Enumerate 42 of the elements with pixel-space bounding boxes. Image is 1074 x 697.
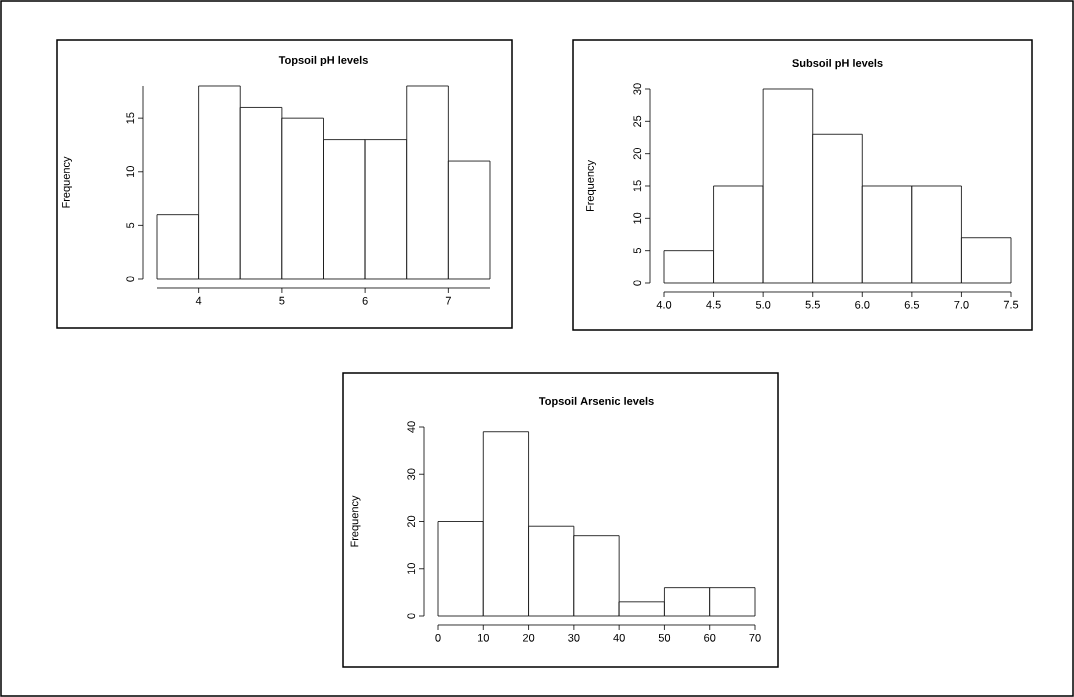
y-tick-label: 20	[633, 147, 642, 160]
y-tick-label: 10	[126, 166, 135, 178]
y-axis-title: Frequency	[586, 160, 597, 212]
x-tick-label: 6.5	[904, 300, 920, 309]
y-tick-label: 10	[633, 212, 642, 224]
y-tick-label: 40	[407, 421, 416, 433]
y-tick-label: 15	[126, 112, 135, 124]
x-tick-label: 30	[568, 633, 580, 642]
y-tick-label: 5	[126, 222, 135, 229]
x-tick-label: 4.0	[656, 300, 672, 309]
x-tick-label: 4	[195, 296, 202, 305]
x-tick-label: 6.0	[855, 300, 870, 309]
y-tick-label: 30	[633, 83, 642, 95]
y-tick-label: 30	[407, 468, 416, 480]
chart-title: Topsoil pH levels	[278, 55, 368, 67]
x-tick-label: 20	[523, 633, 535, 642]
chart-title: Subsoil pH levels	[792, 58, 883, 70]
x-tick-label: 70	[749, 633, 761, 642]
x-tick-label: 7.5	[1003, 300, 1019, 309]
x-tick-label: 7	[445, 296, 451, 305]
x-tick-label: 50	[658, 633, 671, 642]
x-tick-label: 0	[435, 633, 441, 642]
chart-title: Topsoil Arsenic levels	[538, 396, 654, 408]
y-tick-label: 0	[633, 280, 642, 286]
y-tick-label: 20	[407, 515, 416, 528]
x-tick-label: 5.5	[805, 300, 820, 309]
x-tick-label: 60	[704, 633, 716, 642]
x-tick-label: 5.0	[755, 300, 771, 309]
y-axis-title: Frequency	[62, 156, 73, 208]
y-axis-title: Frequency	[350, 495, 361, 547]
y-tick-label: 15	[633, 180, 642, 192]
x-tick-label: 7.0	[954, 300, 969, 309]
y-tick-label: 0	[126, 276, 135, 282]
x-tick-label: 6	[362, 296, 368, 305]
y-tick-label: 25	[633, 115, 642, 127]
y-tick-label: 5	[633, 248, 642, 254]
x-tick-label: 40	[613, 633, 625, 642]
x-tick-label: 5	[279, 296, 285, 305]
y-tick-label: 10	[407, 563, 416, 575]
y-tick-label: 0	[407, 613, 416, 619]
x-tick-label: 4.5	[706, 300, 721, 309]
x-tick-label: 10	[478, 633, 489, 642]
